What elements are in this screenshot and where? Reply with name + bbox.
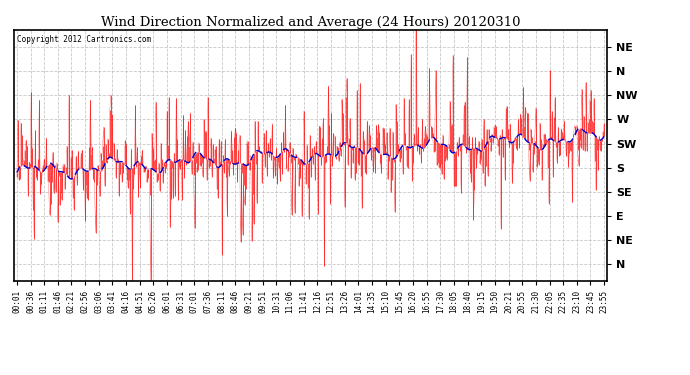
Text: Copyright 2012 Cartronics.com: Copyright 2012 Cartronics.com [17,35,151,44]
Title: Wind Direction Normalized and Average (24 Hours) 20120310: Wind Direction Normalized and Average (2… [101,16,520,29]
